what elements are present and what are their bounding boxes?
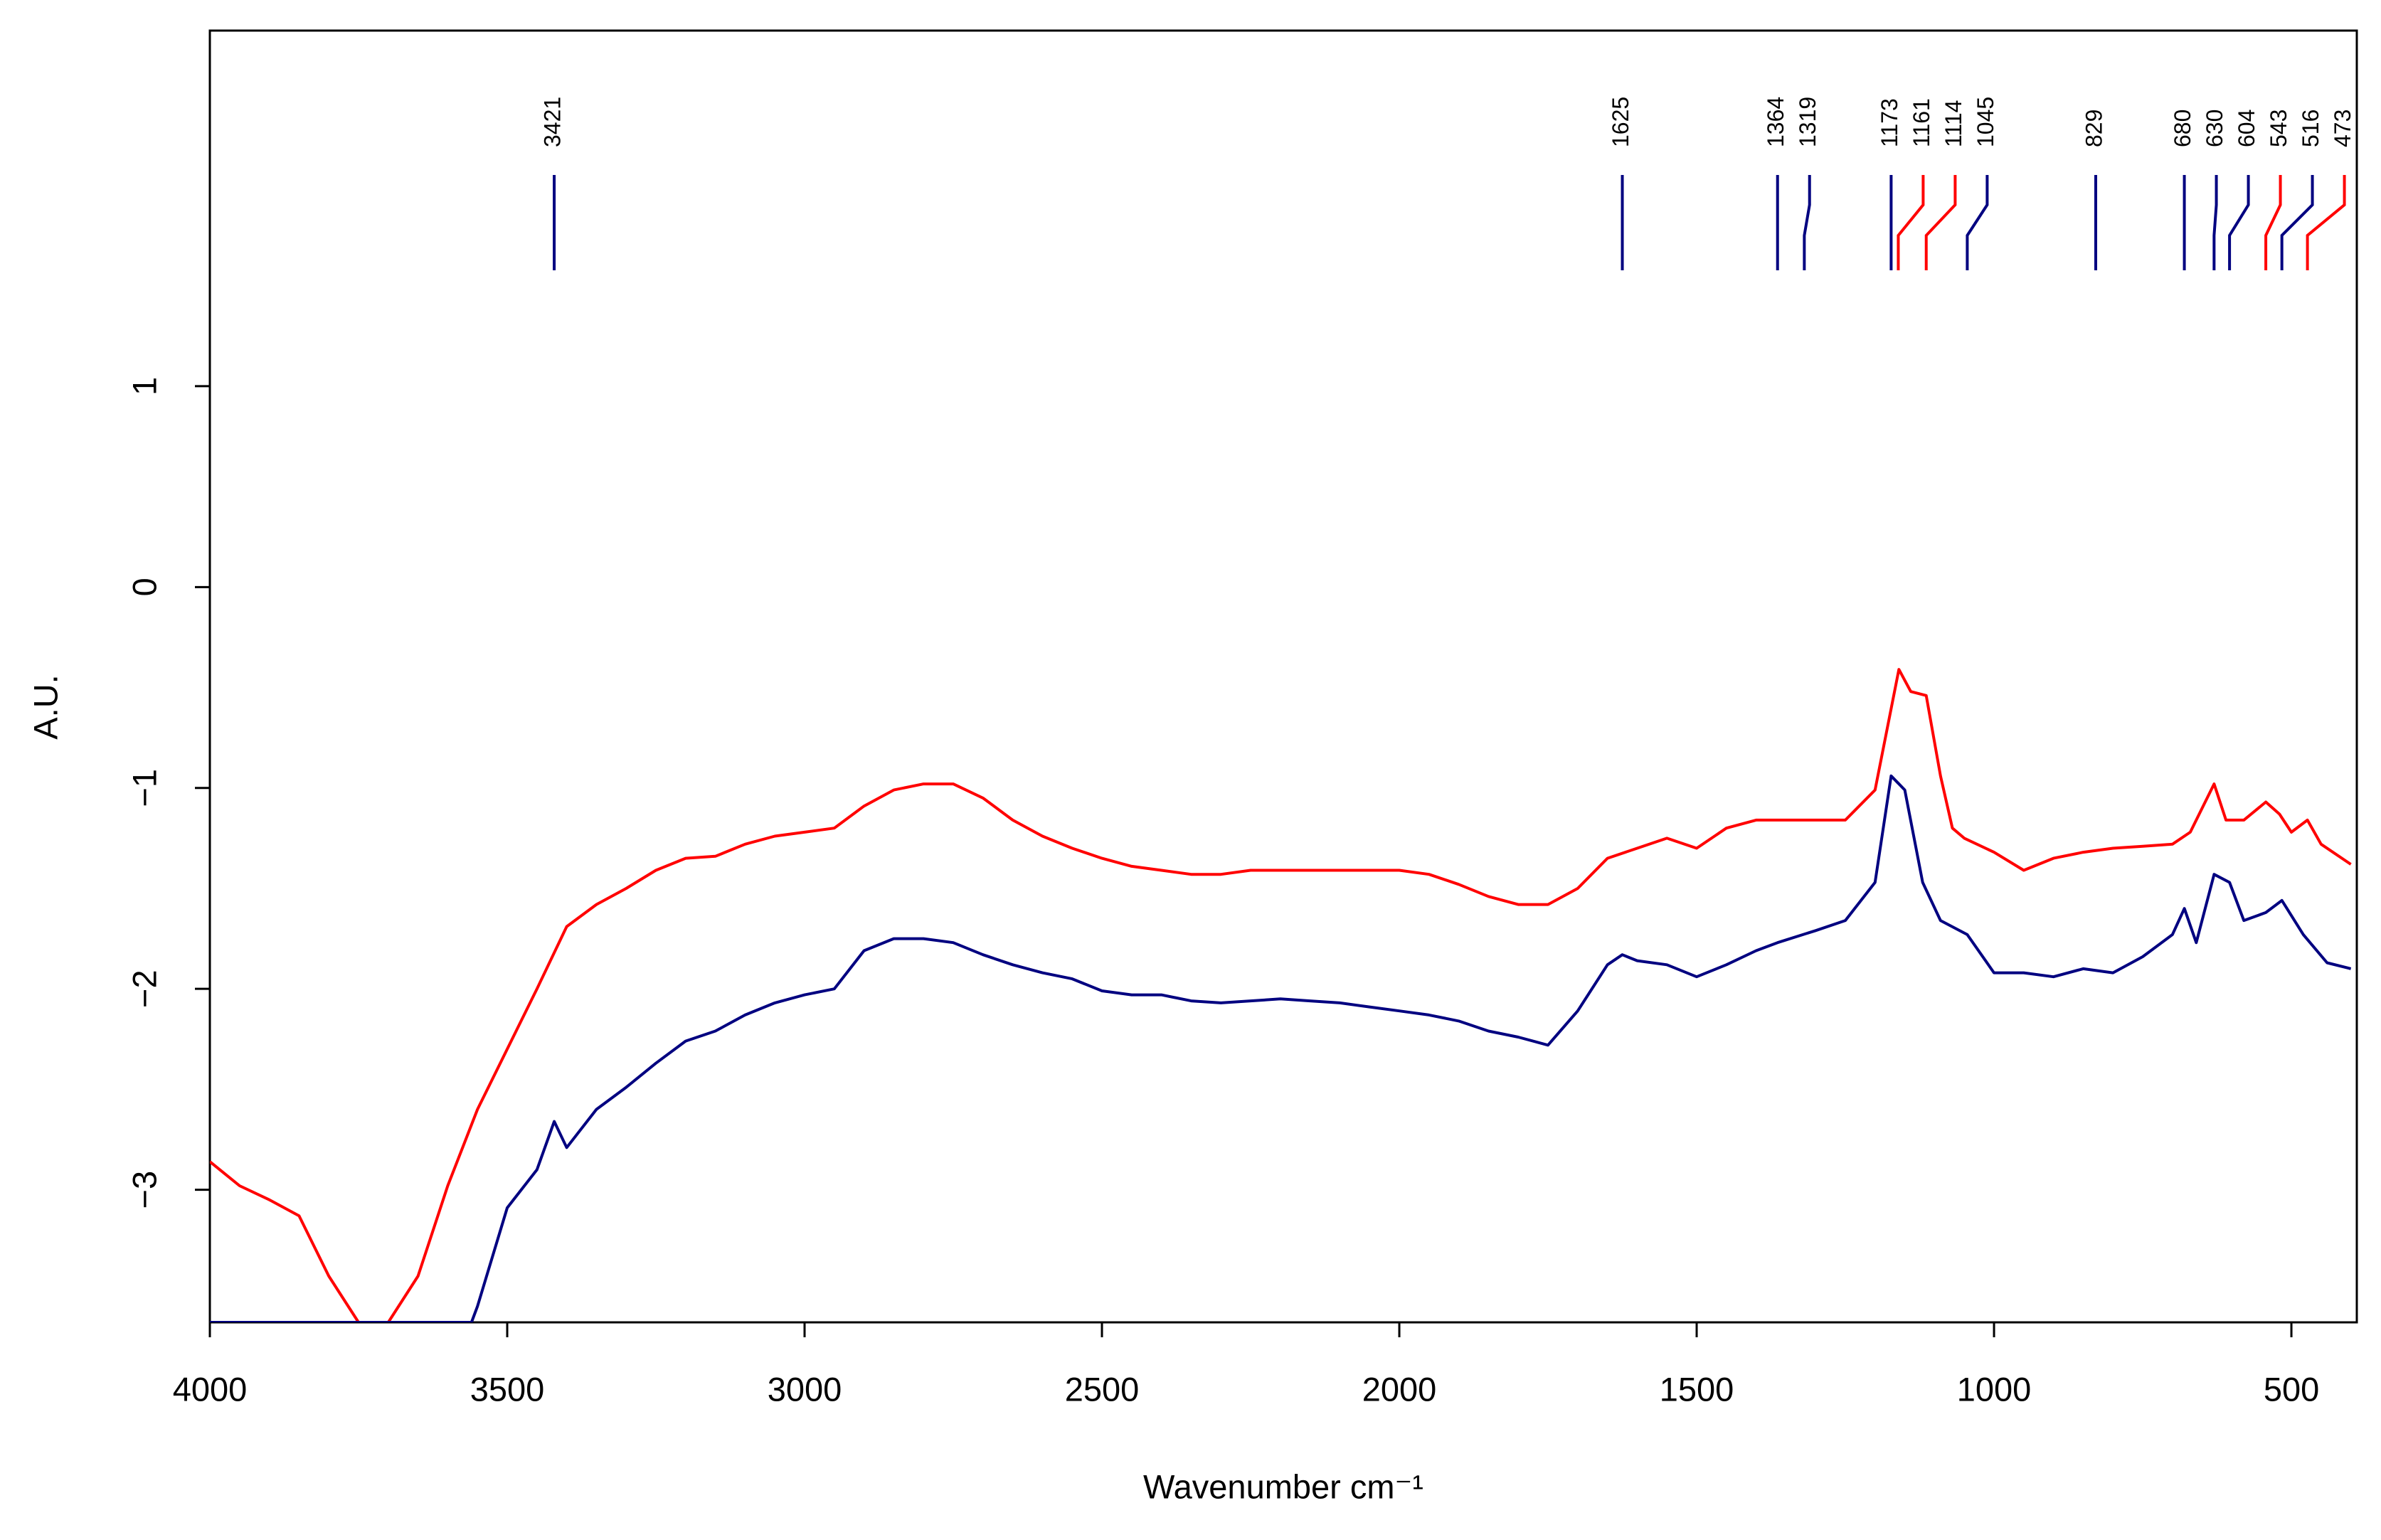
peak-label: 543 — [2266, 110, 2291, 147]
peak-label: 1045 — [1973, 97, 1998, 147]
peak-marker — [2306, 175, 2346, 270]
peak-label: 630 — [2202, 110, 2227, 147]
plot-area — [210, 668, 2352, 1322]
peak-marker — [2280, 175, 2314, 270]
peak-label: 3421 — [540, 97, 566, 147]
x-tick-label: 1500 — [1660, 1370, 1734, 1408]
peak-marker — [2212, 175, 2218, 270]
peak-label: 516 — [2298, 110, 2323, 147]
y-tick-label: 1 — [125, 377, 163, 395]
x-tick-label: 1000 — [1957, 1370, 2032, 1408]
peak-label: 1161 — [1909, 98, 1934, 147]
x-axis-title: Wavenumber cm⁻¹ — [1143, 1467, 1423, 1505]
spectrum-line — [210, 668, 2352, 1322]
peak-label: 1319 — [1795, 97, 1820, 147]
x-tick-label: 500 — [2264, 1370, 2319, 1408]
peak-marker — [2228, 175, 2250, 270]
y-tick-label: 0 — [125, 578, 163, 596]
y-tick-label: −2 — [125, 970, 163, 1008]
peak-label: 473 — [2330, 110, 2355, 147]
peak-label: 829 — [2081, 110, 2106, 147]
y-axis-title: A.U. — [26, 674, 64, 739]
x-tick-label: 3000 — [768, 1370, 842, 1408]
peak-marker — [1897, 175, 1925, 270]
y-tick-label: −3 — [125, 1171, 163, 1209]
peak-marker — [1966, 175, 1989, 270]
x-tick-label: 3500 — [470, 1370, 545, 1408]
peak-label: 1114 — [1941, 100, 1966, 147]
peak-label: 604 — [2234, 110, 2259, 147]
x-tick-label: 2500 — [1065, 1370, 1140, 1408]
peak-label: 1625 — [1608, 97, 1633, 147]
spectrum-line — [210, 774, 2352, 1322]
x-tick-label: 2000 — [1362, 1370, 1437, 1408]
peak-label: 1173 — [1877, 98, 1902, 147]
y-tick-label: −1 — [125, 769, 163, 807]
plot-frame — [208, 29, 2358, 1324]
peak-marker — [1803, 175, 1811, 270]
peak-label: 1364 — [1763, 97, 1788, 147]
peak-marker — [2264, 175, 2282, 270]
peak-marker — [1924, 175, 1957, 270]
peak-label: 680 — [2170, 110, 2195, 147]
x-tick-label: 4000 — [173, 1370, 248, 1408]
